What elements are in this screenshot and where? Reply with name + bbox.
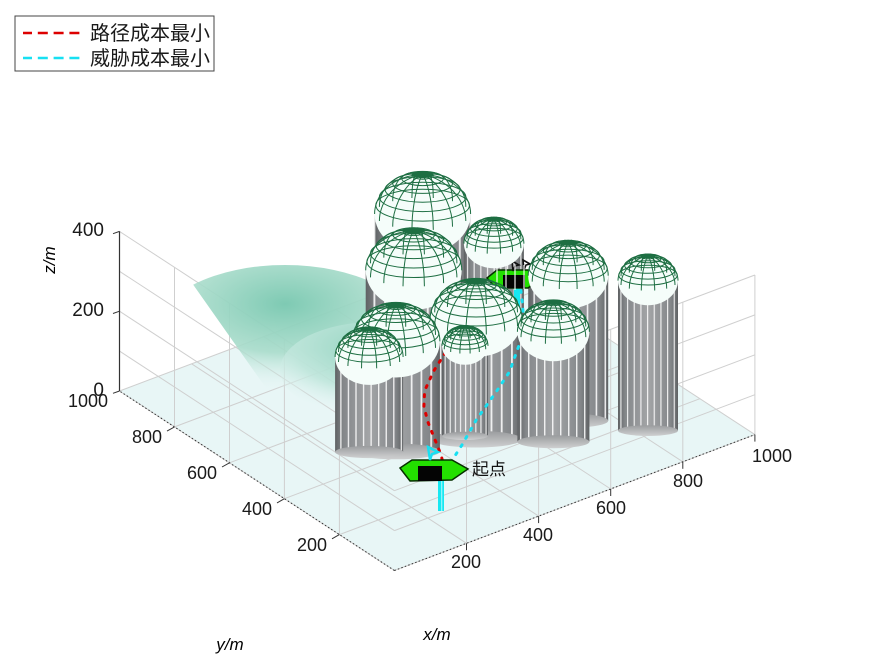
svg-text:800: 800 — [673, 471, 703, 491]
svg-text:200: 200 — [297, 535, 327, 555]
svg-text:600: 600 — [187, 463, 217, 483]
svg-text:1000: 1000 — [752, 446, 792, 466]
svg-text:400: 400 — [523, 525, 553, 545]
svg-text:400: 400 — [242, 499, 272, 519]
svg-text:200: 200 — [451, 552, 481, 572]
svg-text:z/m: z/m — [40, 246, 59, 274]
svg-text:路径成本最小: 路径成本最小 — [90, 22, 210, 45]
svg-text:y/m: y/m — [215, 635, 243, 654]
svg-text:x/m: x/m — [422, 625, 450, 644]
svg-text:1000: 1000 — [68, 391, 108, 411]
svg-text:起点: 起点 — [472, 460, 506, 479]
svg-text:400: 400 — [72, 220, 104, 241]
svg-text:800: 800 — [132, 427, 162, 447]
svg-text:200: 200 — [72, 300, 104, 321]
svg-text:600: 600 — [596, 498, 626, 518]
svg-text:威胁成本最小: 威胁成本最小 — [90, 47, 210, 70]
